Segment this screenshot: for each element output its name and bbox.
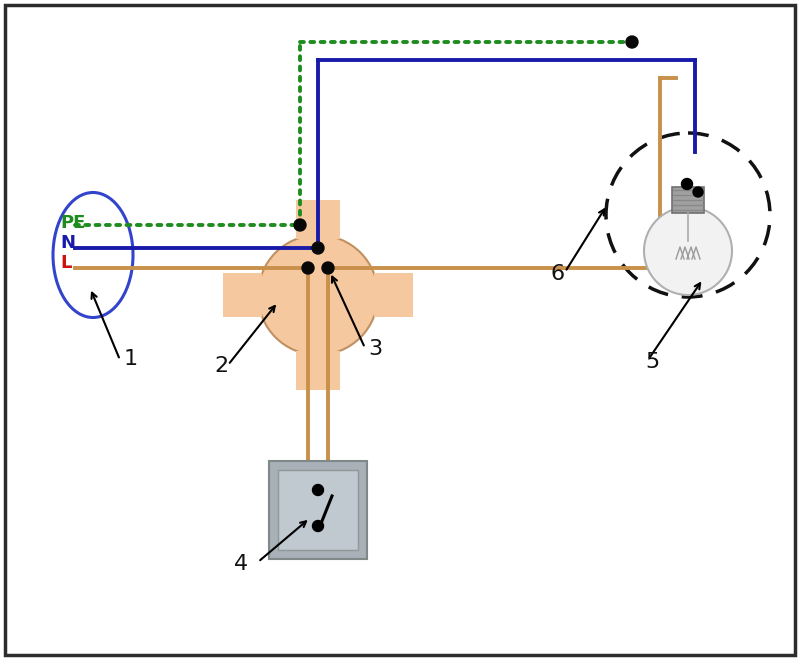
Circle shape bbox=[294, 219, 306, 231]
Text: 6: 6 bbox=[550, 264, 564, 284]
Text: N: N bbox=[60, 234, 75, 252]
Bar bbox=[296, 200, 340, 239]
Circle shape bbox=[258, 235, 378, 355]
Text: L: L bbox=[60, 254, 71, 272]
FancyBboxPatch shape bbox=[269, 461, 367, 559]
Circle shape bbox=[313, 484, 323, 496]
Circle shape bbox=[302, 262, 314, 274]
Circle shape bbox=[644, 207, 732, 295]
Bar bbox=[296, 351, 340, 390]
Text: 4: 4 bbox=[234, 554, 248, 574]
Text: 3: 3 bbox=[368, 339, 382, 359]
Circle shape bbox=[313, 521, 323, 531]
Bar bbox=[223, 273, 262, 317]
Bar bbox=[374, 273, 413, 317]
Bar bbox=[672, 187, 704, 213]
Circle shape bbox=[322, 262, 334, 274]
Text: PE: PE bbox=[60, 214, 86, 232]
Circle shape bbox=[682, 178, 693, 189]
Text: 5: 5 bbox=[645, 352, 659, 372]
Circle shape bbox=[626, 36, 638, 48]
Circle shape bbox=[693, 187, 703, 197]
FancyBboxPatch shape bbox=[278, 470, 358, 550]
Text: 1: 1 bbox=[124, 349, 138, 369]
Circle shape bbox=[312, 242, 324, 254]
Text: 2: 2 bbox=[214, 356, 228, 376]
